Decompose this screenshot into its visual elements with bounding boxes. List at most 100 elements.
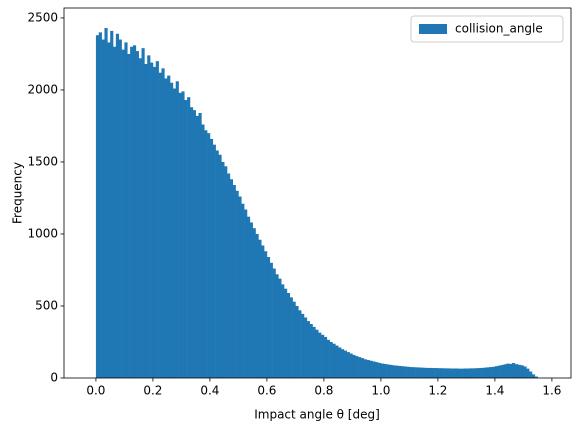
bar — [301, 313, 305, 378]
bar — [483, 367, 487, 378]
bar — [395, 365, 399, 378]
bar — [386, 364, 390, 378]
bar — [118, 39, 122, 379]
bar — [207, 133, 211, 378]
bar — [526, 368, 530, 378]
y-tick-label: 1500 — [27, 154, 58, 168]
bar — [281, 284, 285, 378]
bar — [167, 75, 171, 379]
bar — [138, 58, 142, 378]
bar — [472, 368, 476, 378]
bar — [121, 49, 125, 378]
bar — [187, 97, 191, 378]
bar — [181, 91, 185, 378]
bar — [289, 297, 293, 378]
bar — [264, 251, 268, 378]
bar — [497, 365, 501, 378]
bar — [132, 45, 137, 378]
bar — [201, 124, 205, 379]
bar — [517, 364, 521, 378]
bar — [352, 354, 356, 378]
bar — [403, 366, 407, 378]
bar — [135, 51, 139, 379]
bar — [261, 245, 265, 378]
bar — [113, 46, 117, 378]
bar — [175, 81, 179, 378]
bar — [423, 367, 427, 378]
y-tick-label: 2500 — [27, 10, 58, 24]
bar — [110, 30, 114, 378]
bar — [500, 365, 504, 378]
x-tick-label: 1.6 — [542, 384, 561, 398]
bar — [469, 368, 473, 378]
bar — [343, 350, 348, 378]
bar — [426, 367, 430, 378]
bar — [318, 332, 322, 378]
bar — [286, 293, 291, 378]
bar — [492, 366, 496, 378]
bar — [295, 305, 299, 378]
bar — [329, 341, 333, 378]
x-tick-label: 1.2 — [428, 384, 447, 398]
bar — [494, 366, 499, 378]
bar — [509, 363, 513, 378]
bar — [420, 367, 424, 378]
bar — [275, 274, 279, 378]
bar — [406, 366, 410, 378]
bar — [455, 368, 459, 378]
bar — [321, 334, 325, 378]
bar — [215, 150, 219, 378]
bar — [170, 82, 174, 378]
bar — [309, 323, 313, 378]
y-tick-label: 2000 — [27, 82, 58, 96]
bar — [360, 358, 365, 378]
bar — [355, 356, 359, 378]
bar — [229, 179, 234, 378]
bar — [244, 209, 248, 378]
bar — [466, 368, 470, 378]
bar — [523, 366, 527, 378]
bar — [415, 367, 419, 378]
bar — [130, 46, 134, 378]
bar — [224, 166, 228, 378]
bar — [255, 233, 259, 378]
bar — [258, 239, 262, 378]
bar — [104, 28, 108, 378]
bar — [272, 268, 276, 378]
bar — [209, 138, 214, 378]
bar — [440, 368, 444, 378]
bar — [398, 365, 402, 378]
bar — [446, 368, 450, 378]
bar — [178, 92, 182, 378]
bar — [284, 288, 288, 378]
x-tick-label: 1.0 — [371, 384, 390, 398]
bar — [346, 352, 350, 378]
x-tick-label: 0.6 — [257, 384, 276, 398]
bar — [155, 61, 159, 378]
bar — [152, 66, 157, 378]
bar — [150, 62, 154, 378]
bar — [198, 112, 202, 378]
bar — [147, 55, 151, 379]
x-tick-label: 0.4 — [200, 384, 219, 398]
legend-swatch — [419, 24, 447, 34]
bar — [164, 78, 168, 378]
bar — [437, 368, 442, 378]
bar — [477, 368, 481, 378]
bar — [266, 257, 271, 378]
x-axis-label: Impact angle θ [deg] — [254, 408, 380, 422]
bar — [378, 362, 382, 378]
legend-box — [410, 15, 564, 43]
bar — [189, 107, 194, 379]
bar — [95, 35, 100, 379]
bar — [141, 48, 145, 378]
bar — [520, 365, 524, 378]
bar — [184, 100, 188, 378]
bar — [375, 362, 379, 378]
x-tick-label: 0.0 — [86, 384, 105, 398]
bar — [323, 336, 328, 378]
bar — [417, 367, 422, 378]
y-tick-label: 1000 — [27, 226, 58, 240]
x-tick-label: 1.4 — [485, 384, 504, 398]
